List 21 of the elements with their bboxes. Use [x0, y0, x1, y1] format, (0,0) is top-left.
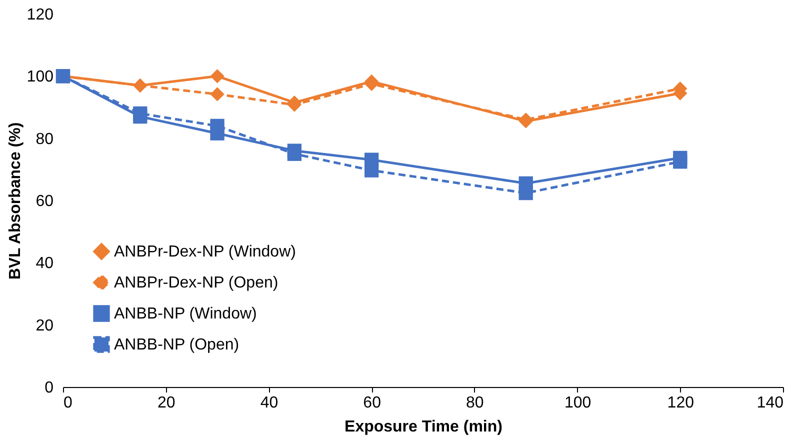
y-tick-label: 80: [36, 130, 54, 148]
y-tick-label: 20: [36, 317, 54, 334]
x-axis-title: Exposure Time (min): [344, 418, 502, 436]
x-tick-label: 0: [64, 394, 72, 412]
x-tick-label: 140: [756, 394, 784, 412]
x-tick-label: 100: [564, 394, 592, 412]
y-tick-label: 0: [44, 380, 54, 396]
y-tick-label: 120: [26, 6, 54, 24]
legend-label: ANBPr-Dex-NP (Open): [114, 274, 278, 292]
x-tick-label: 120: [667, 394, 694, 412]
x-tick-label: 60: [363, 394, 382, 412]
x-tick-label: 40: [260, 394, 278, 412]
y-tick-label: 100: [26, 68, 54, 86]
x-tick-label: 80: [466, 394, 484, 412]
legend-label: ANBB-NP (Open): [114, 336, 240, 354]
x-tick-label: 20: [157, 394, 176, 412]
legend-label: ANBPr-Dex-NP (Window): [114, 244, 296, 260]
y-axis-title: BVL Absorbance (%): [6, 122, 24, 280]
y-tick-label: 60: [36, 193, 54, 210]
y-tick-label: 40: [36, 255, 54, 272]
legend-label: ANBB-NP (Window): [114, 306, 257, 322]
